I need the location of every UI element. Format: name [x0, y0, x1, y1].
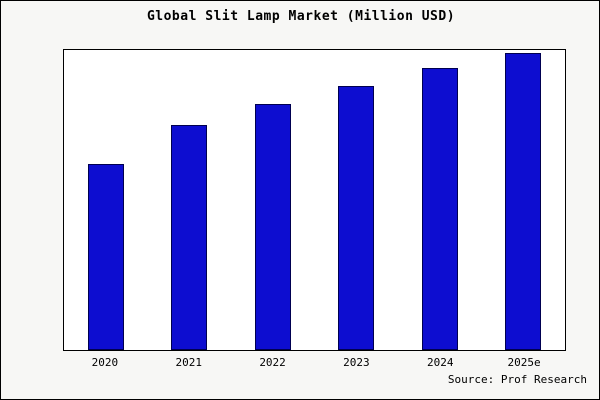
bar-2024 [421, 68, 458, 350]
x-tick-label-2021: 2021 [175, 356, 202, 369]
bar-2021 [171, 125, 208, 350]
plot-area [63, 49, 566, 351]
bar-2020 [87, 164, 124, 350]
x-tick-label-2022: 2022 [259, 356, 286, 369]
source-caption: Source: Prof Research [447, 373, 587, 386]
chart-title: Global Slit Lamp Market (Million USD) [146, 9, 456, 24]
bar-2023 [338, 86, 375, 350]
x-axis-labels: 2020 2021 2022 2023 2024 2025e [63, 356, 566, 369]
x-tick-label-2025e: 2025e [507, 356, 541, 369]
bar-2025e [505, 53, 542, 350]
x-tick-label-2020: 2020 [91, 356, 119, 369]
x-tick-label-2024: 2024 [426, 356, 454, 369]
bar-2022 [254, 104, 291, 350]
x-tick-label-2023: 2023 [343, 356, 370, 369]
